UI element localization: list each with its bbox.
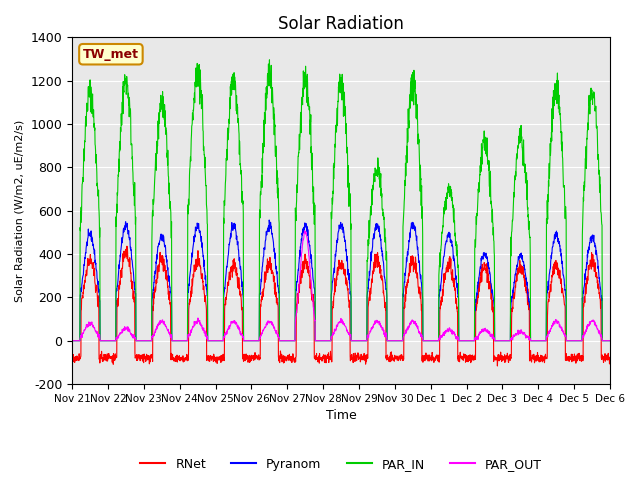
PAR_OUT: [574, 338, 582, 344]
Pyranom: [497, 338, 505, 344]
RNet: [68, 356, 76, 361]
PAR_IN: [497, 338, 505, 344]
PAR_OUT: [218, 338, 226, 344]
Pyranom: [218, 338, 226, 344]
Line: PAR_IN: PAR_IN: [72, 60, 610, 341]
PAR_IN: [356, 338, 364, 344]
PAR_OUT: [497, 338, 505, 344]
RNet: [559, 290, 567, 296]
PAR_OUT: [301, 228, 308, 234]
PAR_IN: [369, 186, 376, 192]
Pyranom: [559, 264, 566, 270]
PAR_OUT: [356, 338, 364, 344]
Y-axis label: Solar Radiation (W/m2, uE/m2/s): Solar Radiation (W/m2, uE/m2/s): [15, 120, 25, 302]
Title: Solar Radiation: Solar Radiation: [278, 15, 404, 33]
PAR_OUT: [559, 327, 566, 333]
PAR_IN: [266, 57, 273, 63]
Text: TW_met: TW_met: [83, 48, 139, 61]
RNet: [123, 243, 131, 249]
Line: RNet: RNet: [72, 246, 610, 366]
Pyranom: [266, 217, 273, 223]
PAR_OUT: [68, 338, 76, 344]
RNet: [356, 357, 364, 363]
Pyranom: [574, 338, 582, 344]
PAR_IN: [559, 156, 566, 161]
RNet: [218, 357, 226, 362]
PAR_IN: [606, 338, 614, 344]
Pyranom: [68, 338, 76, 344]
RNet: [574, 356, 582, 361]
PAR_IN: [68, 338, 76, 344]
Pyranom: [369, 245, 376, 251]
RNet: [606, 357, 614, 363]
RNet: [493, 363, 501, 369]
RNet: [369, 276, 376, 282]
RNet: [498, 359, 506, 364]
Pyranom: [356, 338, 364, 344]
PAR_IN: [218, 338, 226, 344]
X-axis label: Time: Time: [326, 409, 356, 422]
Line: PAR_OUT: PAR_OUT: [72, 231, 610, 341]
Pyranom: [606, 338, 614, 344]
Legend: RNet, Pyranom, PAR_IN, PAR_OUT: RNet, Pyranom, PAR_IN, PAR_OUT: [136, 453, 547, 476]
PAR_IN: [574, 338, 582, 344]
Line: Pyranom: Pyranom: [72, 220, 610, 341]
PAR_OUT: [606, 338, 614, 344]
PAR_OUT: [369, 325, 376, 331]
